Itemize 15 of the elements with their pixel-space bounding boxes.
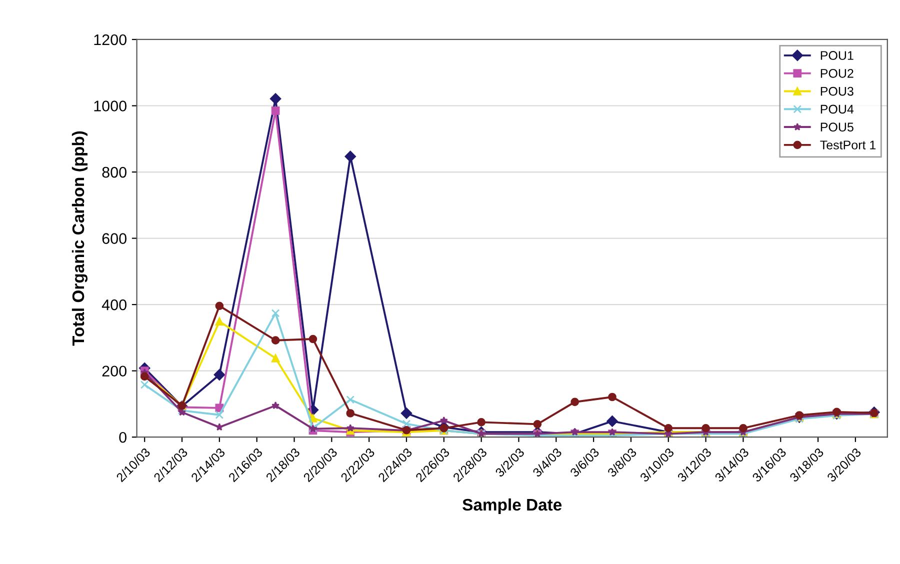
legend-label: POU2 xyxy=(820,68,854,78)
y-tick-label: 1000 xyxy=(94,100,126,112)
legend-label: POU4 xyxy=(820,104,854,114)
y-tick-label: 200 xyxy=(102,366,126,377)
y-axis-title: Total Organic Carbon (ppb) xyxy=(72,131,88,346)
y-tick-label: 1200 xyxy=(94,34,126,46)
legend-label: POU3 xyxy=(820,86,854,96)
y-tick-label: 800 xyxy=(102,166,126,178)
legend-label: TestPort 1 xyxy=(820,140,876,150)
y-tick-label: 0 xyxy=(119,432,126,443)
legend-label: POU5 xyxy=(820,122,854,132)
x-axis-title: Sample Date xyxy=(462,498,562,514)
legend-label: POU1 xyxy=(820,51,854,60)
y-tick-label: 400 xyxy=(102,299,126,310)
y-tick-label: 600 xyxy=(102,233,126,244)
